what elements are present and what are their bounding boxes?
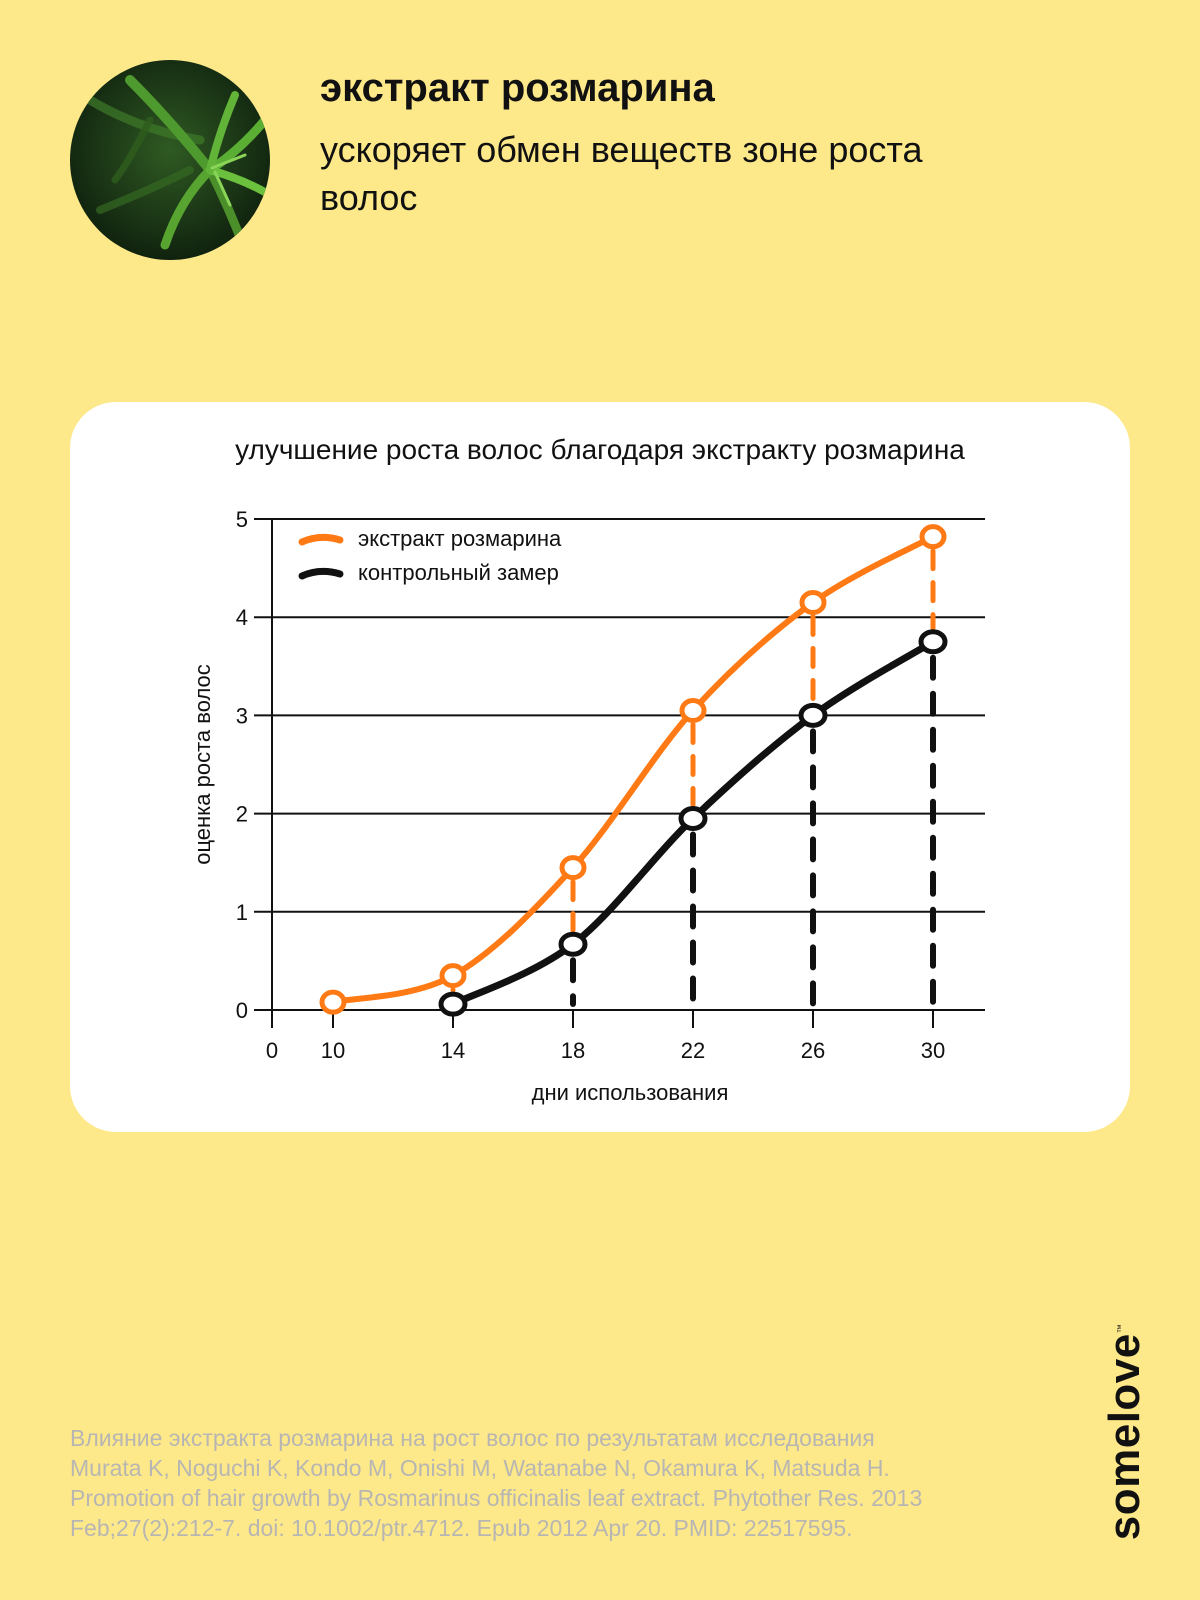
x-tick-label: 30 xyxy=(921,1038,945,1063)
trademark-mark: ™ xyxy=(1115,1323,1126,1334)
rosemary-series-line xyxy=(330,533,936,1006)
rosemary-data-point xyxy=(799,589,827,615)
legend-label: экстракт розмарина xyxy=(358,526,562,551)
x-tick-label: 14 xyxy=(441,1038,465,1063)
rosemary-data-point xyxy=(559,855,587,881)
legend-swatch-rosemary xyxy=(298,533,344,546)
control-data-point xyxy=(678,806,708,832)
legend-label: контрольный замер xyxy=(358,560,559,585)
x-axis-label: дни использования xyxy=(532,1080,729,1105)
rosemary-photo xyxy=(70,60,270,260)
x-tick-label: 22 xyxy=(681,1038,705,1063)
y-tick-label: 2 xyxy=(236,802,248,827)
control-data-point xyxy=(798,702,828,728)
line-chart: 0 1 2 3 4 5 0 10 14 18 22 26 30 дни использования оцен… xyxy=(190,507,985,1105)
y-axis-label: оценка роста волос xyxy=(190,664,215,865)
x-tick-label: 18 xyxy=(561,1038,585,1063)
footnote: Влияние экстракта розмарина на рост воло… xyxy=(70,1423,1060,1543)
x-tick-label: 26 xyxy=(801,1038,825,1063)
rosemary-data-point xyxy=(319,989,347,1015)
footnote-line: Feb;27(2):212-7. doi: 10.1002/ptr.4712. … xyxy=(70,1515,853,1541)
rosemary-data-point xyxy=(679,697,707,723)
y-tick-label: 3 xyxy=(236,703,248,728)
footnote-line: Влияние экстракта розмарина на рост воло… xyxy=(70,1425,875,1451)
page-title: экстракт розмарина xyxy=(320,66,715,110)
control-data-point xyxy=(438,991,468,1017)
legend-swatch-control xyxy=(298,567,344,580)
footnote-line: Murata K, Noguchi K, Kondo M, Onishi M, … xyxy=(70,1455,890,1481)
x-tick-label: 0 xyxy=(266,1038,278,1063)
rosemary-data-point xyxy=(919,524,947,550)
rosemary-leaves-image xyxy=(70,60,270,260)
control-data-point xyxy=(918,629,948,655)
chart-title: улучшение роста волос благодаря экстракт… xyxy=(235,434,965,465)
control-data-point xyxy=(558,931,588,957)
x-tick-label: 10 xyxy=(321,1038,345,1063)
brand-logo: somelove™ xyxy=(1100,1324,1150,1540)
brand-name: somelove xyxy=(1100,1333,1149,1541)
page-subtitle: ускоряет обмен веществ зоне роста волос xyxy=(320,129,923,218)
y-tick-label: 1 xyxy=(236,900,248,925)
y-tick-label: 4 xyxy=(236,605,248,630)
footnote-line: Promotion of hair growth by Rosmarinus o… xyxy=(70,1485,923,1511)
y-tick-label: 0 xyxy=(236,998,248,1023)
y-tick-label: 5 xyxy=(236,507,248,532)
rosemary-data-point xyxy=(439,963,467,989)
chart-card: улучшение роста волос благодаря экстракт… xyxy=(70,402,1130,1132)
